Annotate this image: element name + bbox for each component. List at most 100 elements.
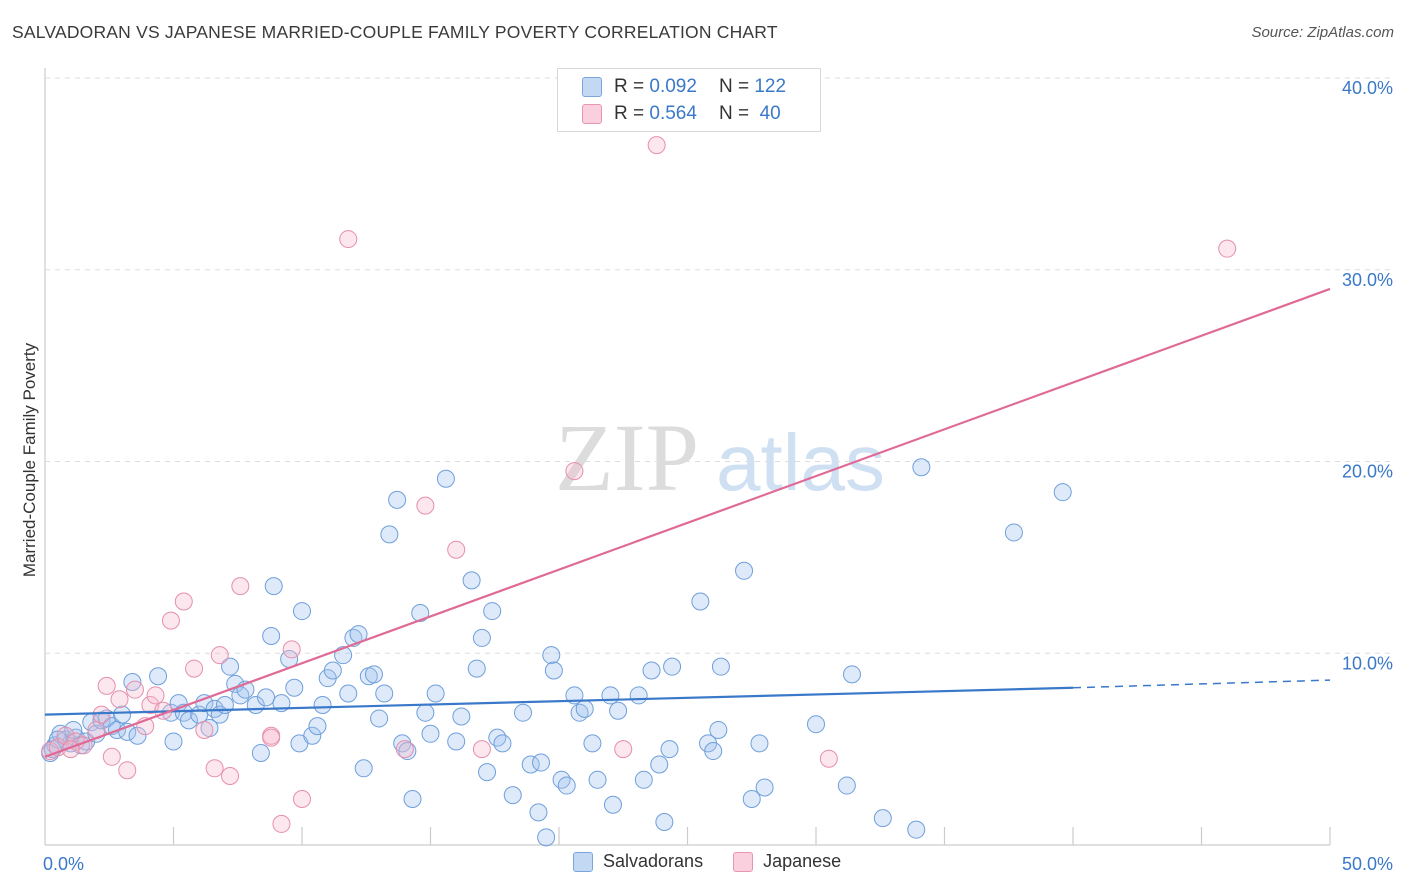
data-point — [354, 759, 373, 778]
data-point — [472, 628, 491, 647]
data-point — [195, 720, 214, 739]
series-legend: Salvadorans Japanese — [573, 851, 871, 872]
series-legend-salvadorans: Salvadorans — [573, 851, 703, 872]
legend-r-value: 0.564 — [649, 103, 697, 124]
data-point — [102, 747, 121, 766]
data-point — [146, 686, 165, 705]
data-point — [503, 786, 522, 805]
data-point — [655, 812, 674, 831]
data-point — [56, 726, 75, 745]
data-point — [542, 646, 561, 665]
data-point — [467, 659, 486, 678]
legend-row-salvadorans: R = 0.092 N = 122 — [582, 75, 786, 99]
series-swatch-salvadorans — [573, 851, 593, 872]
data-point — [251, 743, 270, 762]
data-point — [257, 688, 276, 707]
data-point — [660, 740, 679, 759]
data-point — [704, 742, 723, 761]
data-point — [92, 705, 111, 724]
data-point — [537, 828, 556, 847]
data-point — [1053, 483, 1072, 502]
data-point — [565, 462, 584, 481]
data-point — [113, 705, 132, 724]
x-tick-label: 0.0% — [43, 854, 84, 874]
data-point — [205, 759, 224, 778]
data-point — [221, 766, 240, 785]
series-swatch-japanese — [733, 851, 754, 872]
data-point — [339, 684, 358, 703]
legend-r-label: R = — [614, 76, 645, 97]
data-point — [97, 676, 116, 695]
trendline-salvadorans-extension — [1072, 679, 1331, 689]
trendline-salvadorans — [44, 686, 1074, 716]
series-japanese — [41, 136, 1237, 833]
data-point — [663, 657, 682, 676]
data-point — [488, 728, 507, 747]
data-point — [231, 577, 250, 596]
data-point — [313, 696, 332, 715]
series-legend-label: Japanese — [763, 851, 842, 871]
data-point — [583, 734, 602, 753]
data-point — [873, 809, 892, 828]
data-point — [807, 715, 825, 734]
data-point — [272, 814, 291, 833]
data-point — [174, 592, 193, 611]
data-point — [195, 694, 214, 713]
data-point — [128, 726, 147, 745]
data-point — [364, 665, 383, 684]
data-point — [603, 795, 622, 814]
y-tick-label: 40.0% — [1342, 78, 1393, 98]
data-point — [634, 770, 653, 789]
data-point — [308, 717, 327, 736]
data-point — [262, 728, 281, 747]
legend-r-label: R = — [614, 103, 645, 124]
data-point — [293, 602, 311, 621]
data-point — [303, 726, 322, 745]
data-point — [532, 753, 551, 772]
data-point — [493, 734, 512, 753]
data-point — [262, 626, 281, 645]
data-point — [339, 230, 358, 249]
y-tick-label: 20.0% — [1342, 462, 1393, 482]
data-point — [819, 749, 838, 768]
data-point — [370, 709, 389, 728]
correlation-legend: R = 0.092 N = 122 R = 0.564 N = 40 — [557, 68, 821, 132]
data-point — [478, 763, 497, 782]
data-point — [614, 740, 633, 759]
y-tick-label: 30.0% — [1342, 270, 1393, 290]
series-legend-japanese: Japanese — [733, 851, 841, 872]
data-point — [388, 490, 407, 509]
data-point — [514, 703, 533, 722]
data-point — [575, 699, 594, 718]
data-point — [1218, 239, 1237, 258]
data-point — [375, 684, 394, 703]
data-point — [842, 665, 861, 684]
watermark-zip: ZIP — [555, 404, 699, 511]
data-point — [529, 803, 548, 822]
data-point — [285, 678, 304, 697]
data-point — [552, 770, 571, 789]
data-point — [588, 770, 607, 789]
data-point — [557, 776, 576, 795]
data-point — [125, 680, 144, 699]
data-point — [185, 659, 204, 678]
legend-row-japanese: R = 0.564 N = 40 — [582, 102, 781, 126]
data-point — [609, 701, 628, 720]
data-point — [629, 686, 648, 705]
data-point — [380, 525, 399, 544]
source-label: Source: ZipAtlas.com — [1251, 24, 1394, 41]
data-point — [711, 657, 730, 676]
data-point — [282, 640, 301, 659]
series-legend-label: Salvadorans — [603, 851, 704, 871]
data-point — [472, 740, 491, 759]
data-point — [323, 661, 342, 680]
data-point — [403, 789, 422, 808]
chart-title: SALVADORAN VS JAPANESE MARRIED-COUPLE FA… — [12, 22, 778, 42]
data-point — [1004, 523, 1023, 542]
data-point — [110, 690, 129, 709]
data-point — [483, 602, 502, 621]
data-point — [742, 789, 761, 808]
legend-n-value: 122 — [754, 76, 787, 97]
data-point — [709, 720, 728, 739]
